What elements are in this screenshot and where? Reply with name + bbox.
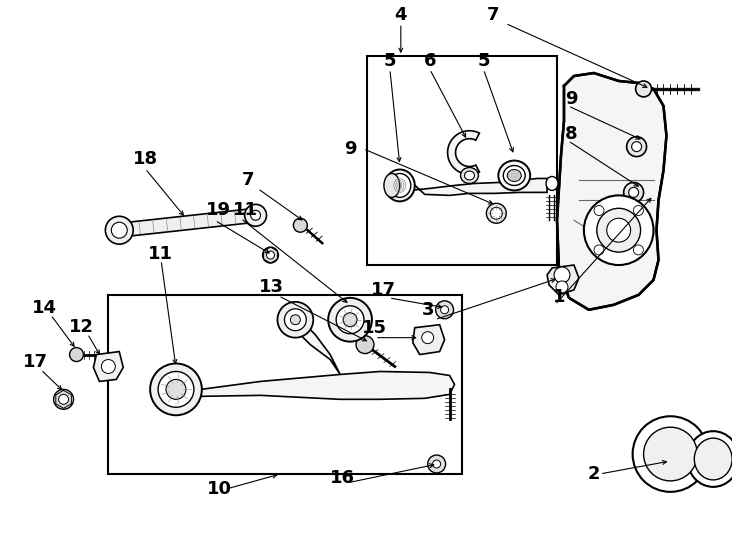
Ellipse shape [465,171,474,180]
Circle shape [556,281,568,293]
Polygon shape [93,352,123,381]
Circle shape [285,309,306,330]
Text: 19: 19 [206,201,231,219]
Ellipse shape [389,173,411,198]
Text: 18: 18 [133,150,158,167]
Ellipse shape [384,173,400,198]
Text: 10: 10 [207,480,232,498]
Circle shape [356,336,374,354]
Circle shape [422,332,434,343]
Circle shape [70,348,84,361]
Circle shape [244,204,266,226]
Circle shape [607,218,631,242]
Circle shape [112,222,127,238]
Polygon shape [118,208,256,237]
Polygon shape [413,325,445,355]
Text: 7: 7 [241,172,254,190]
Text: 11: 11 [233,201,258,219]
Text: 5: 5 [384,52,396,70]
Text: 5: 5 [477,52,490,70]
Ellipse shape [546,177,558,191]
Circle shape [597,208,641,252]
Circle shape [636,81,652,97]
Circle shape [101,360,115,374]
Polygon shape [557,73,666,310]
Polygon shape [291,315,340,374]
Text: 17: 17 [23,353,48,370]
Text: 2: 2 [588,465,600,483]
Circle shape [266,251,275,259]
Polygon shape [410,179,547,195]
Circle shape [294,218,308,232]
Text: 1: 1 [553,288,565,306]
Ellipse shape [694,438,732,480]
Ellipse shape [385,170,415,201]
Text: 13: 13 [259,278,284,296]
Text: 7: 7 [487,6,500,24]
Bar [109,295,462,474]
Circle shape [166,380,186,400]
Text: 6: 6 [424,52,436,70]
Circle shape [328,298,372,342]
Bar [367,56,557,265]
Circle shape [436,301,454,319]
Text: 11: 11 [148,245,172,263]
Text: 17: 17 [371,281,396,299]
Text: 9: 9 [344,140,356,158]
Circle shape [632,141,642,152]
Circle shape [291,315,300,325]
Circle shape [54,389,73,409]
Circle shape [158,372,194,407]
Circle shape [487,204,506,223]
Circle shape [490,207,502,219]
Text: 14: 14 [32,299,57,317]
Circle shape [277,302,313,338]
Text: 8: 8 [564,125,577,143]
Text: 12: 12 [69,318,94,336]
Ellipse shape [687,431,734,487]
Circle shape [263,247,278,263]
Circle shape [594,206,604,215]
Text: 3: 3 [421,301,434,319]
Circle shape [624,183,644,202]
Polygon shape [448,131,479,174]
Circle shape [554,267,570,283]
Circle shape [644,427,697,481]
Circle shape [432,460,440,468]
Circle shape [633,416,708,492]
Circle shape [594,245,604,255]
Circle shape [633,206,644,215]
Ellipse shape [507,170,521,181]
Circle shape [628,187,639,198]
Circle shape [343,313,357,327]
Circle shape [584,195,653,265]
Ellipse shape [504,166,526,185]
Circle shape [627,137,647,157]
Polygon shape [166,372,454,404]
Text: 15: 15 [361,319,387,337]
Circle shape [59,394,68,404]
Circle shape [150,363,202,415]
Circle shape [428,455,446,473]
Circle shape [336,306,364,334]
Circle shape [440,306,448,314]
Polygon shape [547,265,579,295]
Ellipse shape [498,160,530,191]
Text: 9: 9 [564,90,577,108]
Circle shape [106,217,133,244]
Ellipse shape [460,167,479,184]
Circle shape [250,210,261,220]
Text: 16: 16 [330,469,355,487]
Text: 4: 4 [395,6,407,24]
Circle shape [633,245,644,255]
